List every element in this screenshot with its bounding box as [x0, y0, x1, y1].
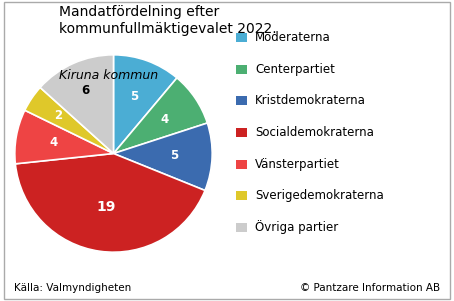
- Wedge shape: [114, 78, 207, 154]
- Text: Källa: Valmyndigheten: Källa: Valmyndigheten: [14, 284, 131, 293]
- Text: 19: 19: [96, 200, 116, 214]
- Text: Moderaterna: Moderaterna: [255, 31, 331, 44]
- Text: 2: 2: [54, 110, 62, 123]
- Text: Mandatfördelning efter
kommunfullmäktigevalet 2022.: Mandatfördelning efter kommunfullmäktige…: [59, 5, 276, 36]
- Text: © Pantzare Information AB: © Pantzare Information AB: [300, 284, 440, 293]
- Wedge shape: [25, 88, 114, 154]
- Text: 4: 4: [49, 136, 57, 149]
- Wedge shape: [40, 55, 114, 154]
- Text: Övriga partier: Övriga partier: [255, 220, 338, 234]
- Text: 5: 5: [130, 89, 138, 103]
- Wedge shape: [114, 123, 212, 191]
- Text: 5: 5: [171, 149, 179, 162]
- Text: Socialdemokraterna: Socialdemokraterna: [255, 126, 374, 139]
- Text: 4: 4: [160, 113, 168, 126]
- Wedge shape: [114, 55, 177, 154]
- Text: Sverigedemokraterna: Sverigedemokraterna: [255, 189, 384, 202]
- Wedge shape: [15, 110, 114, 164]
- Text: 6: 6: [81, 84, 89, 97]
- Text: Vänsterpartiet: Vänsterpartiet: [255, 157, 340, 171]
- Wedge shape: [15, 154, 205, 252]
- Text: Centerpartiet: Centerpartiet: [255, 63, 335, 76]
- Text: Kristdemokraterna: Kristdemokraterna: [255, 94, 366, 107]
- Text: Kiruna kommun: Kiruna kommun: [59, 69, 158, 82]
